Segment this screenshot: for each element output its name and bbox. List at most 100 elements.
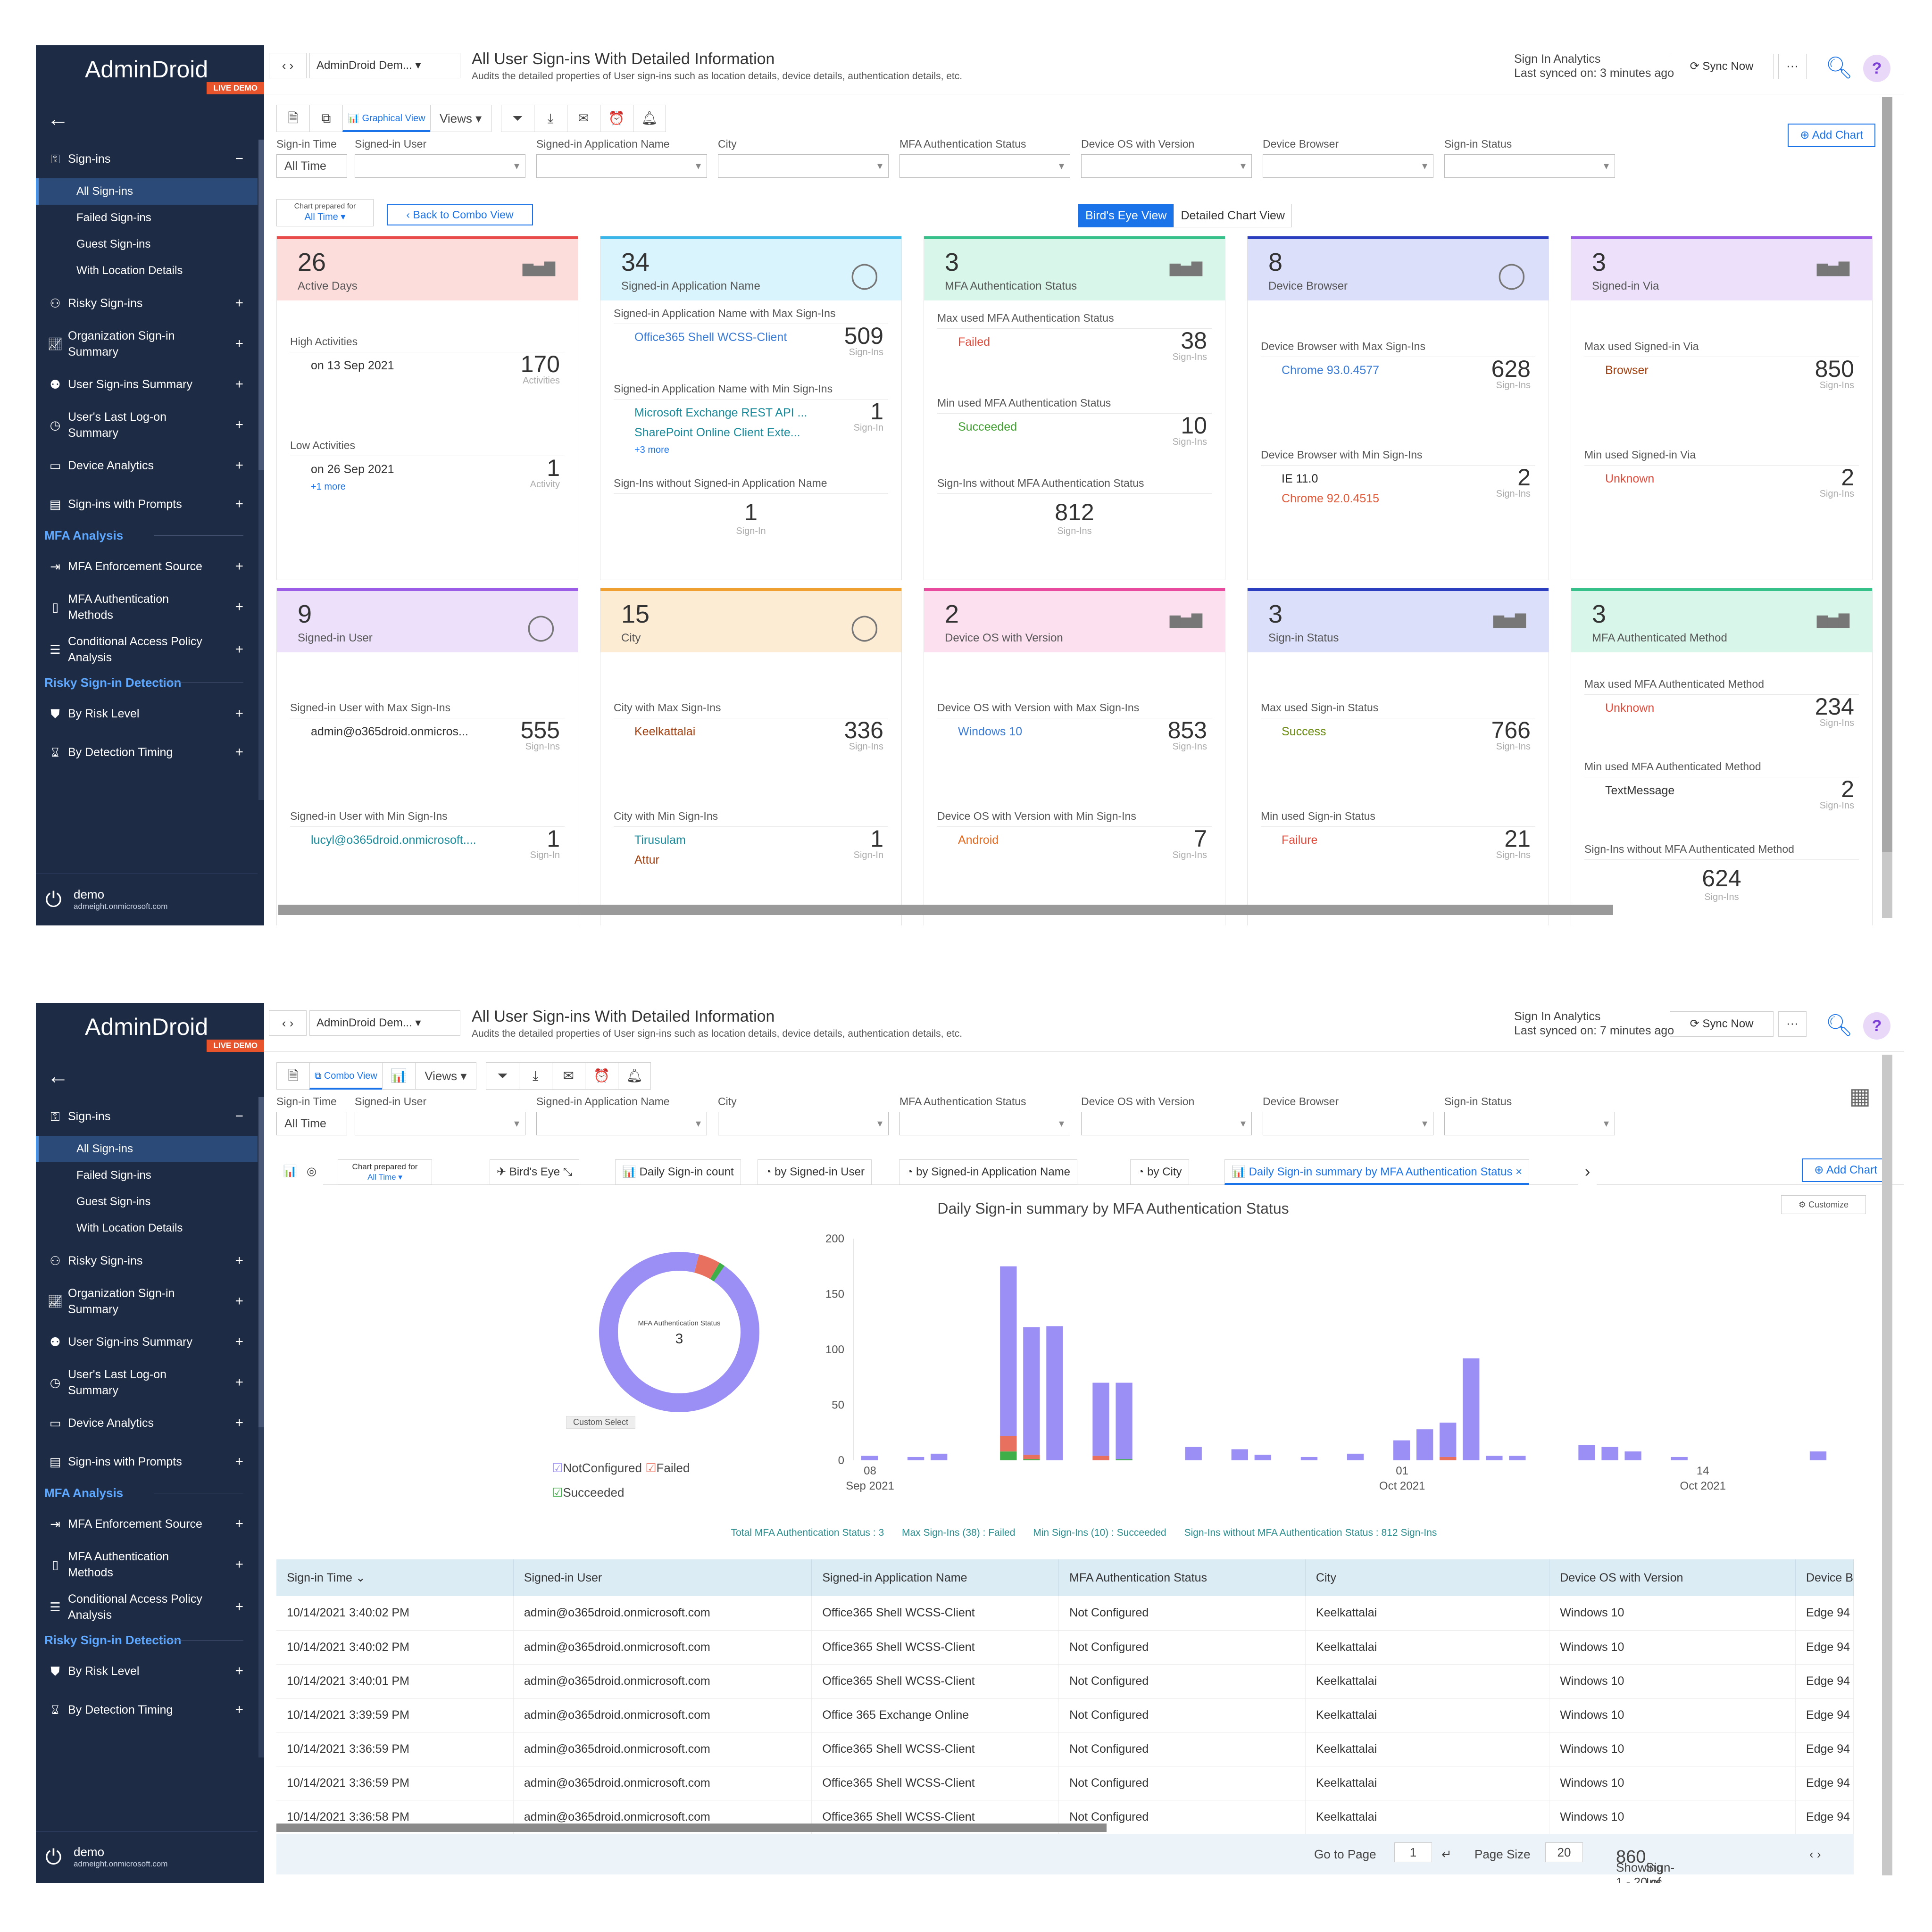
legend-notconfigured[interactable]: ☑NotConfigured: [552, 1461, 642, 1475]
filter-select[interactable]: [355, 1112, 525, 1135]
bar-notconfigured[interactable]: [1671, 1457, 1688, 1460]
filter-select[interactable]: [899, 1112, 1070, 1135]
stat-name[interactable]: Chrome 93.0.4577: [1282, 364, 1380, 377]
filter-signed-in-user[interactable]: Signed-in User: [355, 138, 525, 178]
expand-icon[interactable]: +: [235, 1334, 243, 1349]
tab-by-city[interactable]: ◔ by City: [1130, 1159, 1189, 1185]
stat-name[interactable]: Browser: [1605, 364, 1649, 377]
stat-name[interactable]: admin@o365droid.onmicros...: [311, 725, 468, 738]
stat-name[interactable]: Microsoft Exchange REST API ...: [634, 406, 808, 419]
filter-select[interactable]: [355, 154, 525, 178]
sidebar-scroll-thumb[interactable]: [258, 1097, 264, 1427]
signin-time-filter[interactable]: Sign-in Time All Time: [276, 138, 347, 178]
legend-failed[interactable]: ☑Failed: [645, 1461, 690, 1475]
combo-view-tab[interactable]: ⧉ Combo View: [309, 1062, 382, 1090]
expand-icon[interactable]: +: [235, 641, 243, 657]
help-icon[interactable]: ?: [1863, 1012, 1890, 1040]
tab-by-signed-in-user[interactable]: ◔ by Signed-in User: [758, 1159, 872, 1185]
bar-notconfigured[interactable]: [931, 1453, 948, 1460]
filter-select[interactable]: [718, 154, 889, 178]
bar-icon[interactable]: ▆▅▇: [1169, 612, 1202, 628]
bar-notconfigured[interactable]: [1023, 1327, 1040, 1455]
signin-time-value[interactable]: All Time: [276, 1112, 347, 1135]
sidebar-item-by-detection-timing[interactable]: ⌛︎ By Detection Timing +: [36, 1690, 258, 1729]
filter-mfa-authentication-status[interactable]: MFA Authentication Status: [899, 138, 1070, 178]
filter-mfa-authentication-status[interactable]: MFA Authentication Status: [899, 1095, 1070, 1135]
sidebar-item-guest-sign-ins[interactable]: Guest Sign-ins: [76, 1195, 151, 1208]
column-header-3[interactable]: MFA Authentication Status: [1058, 1559, 1306, 1596]
bar-failed[interactable]: [1092, 1456, 1109, 1460]
filter-signed-in-application-name[interactable]: Signed-in Application Name: [536, 138, 707, 178]
expand-icon[interactable]: +: [235, 458, 243, 473]
column-header-1[interactable]: Signed-in User: [513, 1559, 812, 1596]
sidebar-item-by-detection-timing[interactable]: ⌛︎ By Detection Timing +: [36, 733, 258, 772]
sidebar-item-failed-sign-ins[interactable]: Failed Sign-ins: [76, 1169, 151, 1182]
summary-card-sign-in-status[interactable]: 3 Sign-in Status ▆▅▇ Max used Sign-in Statu…: [1247, 588, 1549, 925]
summary-card-mfa-authentication-status[interactable]: 3 MFA Authentication Status ▆▅▇ Max used MF…: [924, 236, 1225, 580]
bar-notconfigured[interactable]: [1185, 1447, 1202, 1460]
bar-notconfigured[interactable]: [1393, 1440, 1410, 1460]
summary-card-active-days[interactable]: 26 Active Days ▆▅▇ High Activities on 13 Sep…: [276, 236, 578, 580]
bar-notconfigured[interactable]: [1601, 1447, 1618, 1460]
download-icon[interactable]: ⤓: [533, 105, 567, 132]
tabs-next-icon[interactable]: ›: [1578, 1159, 1597, 1185]
expand-icon[interactable]: +: [235, 1415, 243, 1431]
tab-birds-eye[interactable]: ✈ Bird's Eye ⤡: [490, 1159, 579, 1185]
filter-device-os-with-version[interactable]: Device OS with Version: [1081, 1095, 1252, 1135]
legend-succeeded[interactable]: ☑Succeeded: [552, 1485, 625, 1499]
power-icon[interactable]: ⏻: [45, 888, 62, 911]
stat-name[interactable]: Success: [1282, 725, 1326, 738]
mail-icon[interactable]: ✉: [551, 1062, 585, 1090]
goto-arrow-icon[interactable]: ↵: [1441, 1847, 1452, 1861]
bar-notconfigured[interactable]: [1486, 1456, 1503, 1460]
column-header-2[interactable]: Signed-in Application Name: [811, 1559, 1059, 1596]
signin-time-filter[interactable]: Sign-in Time All Time: [276, 1095, 347, 1135]
bar-notconfigured[interactable]: [1116, 1382, 1133, 1459]
expand-icon[interactable]: +: [235, 336, 243, 351]
stat-name[interactable]: SharePoint Online Client Exte...: [634, 426, 800, 439]
sidebar-item-all-sign-ins[interactable]: All Sign-ins: [36, 178, 258, 205]
expand-icon[interactable]: +: [235, 417, 243, 433]
bar-notconfigured[interactable]: [1254, 1455, 1272, 1460]
expand-icon[interactable]: +: [235, 706, 243, 721]
stat-name[interactable]: on 13 Sep 2021: [311, 359, 394, 372]
filter-city[interactable]: City: [718, 1095, 889, 1135]
tenant-select[interactable]: AdminDroid Dem... ▾: [309, 1010, 460, 1036]
stat-name[interactable]: Unknown: [1605, 701, 1655, 715]
column-header-6[interactable]: Device B: [1795, 1559, 1854, 1596]
donut-icon[interactable]: ◯: [850, 613, 879, 641]
bar-notconfigured[interactable]: [861, 1456, 878, 1460]
bar-notconfigured[interactable]: [1347, 1453, 1364, 1460]
donut-icon[interactable]: ◯: [526, 613, 555, 641]
sidebar-item-sign-ins[interactable]: ⚿ Sign-ins −: [36, 1097, 258, 1136]
donut-slice-failed[interactable]: [694, 1254, 720, 1279]
sidebar-item-sign-ins-with-prompts[interactable]: ▤ Sign-ins with Prompts +: [36, 485, 258, 524]
expand-icon[interactable]: +: [235, 744, 243, 760]
table-row[interactable]: 10/14/2021 3:40:02 PM admin@o365droid.onm…: [276, 1596, 1854, 1631]
sidebar-item-mfa-enforcement-source[interactable]: ⇥ MFA Enforcement Source +: [36, 1505, 258, 1543]
sidebar-item-mfa-enforcement-source[interactable]: ⇥ MFA Enforcement Source +: [36, 547, 258, 586]
expand-icon[interactable]: +: [235, 1557, 243, 1572]
nav-arrows[interactable]: ‹ ›: [269, 53, 307, 78]
summary-card-signed-in-user[interactable]: 9 Signed-in User ◯ Signed-in User with Max …: [276, 588, 578, 925]
sidebar-item-organization-sign-in-summary[interactable]: 📈︎ Organization Sign-in Summary +: [36, 323, 258, 365]
filter-signed-in-user[interactable]: Signed-in User: [355, 1095, 525, 1135]
chart-type-icon[interactable]: ◎: [300, 1159, 323, 1185]
stat-name[interactable]: Windows 10: [958, 725, 1023, 738]
filter-select[interactable]: [536, 154, 707, 178]
sidebar-item-device-analytics[interactable]: ▭ Device Analytics +: [36, 1404, 258, 1442]
views-dropdown[interactable]: Views ▾: [430, 105, 491, 132]
bar-failed[interactable]: [1000, 1436, 1017, 1452]
filter-select[interactable]: [536, 1112, 707, 1135]
more-button[interactable]: ···: [1778, 54, 1807, 79]
expand-icon[interactable]: +: [235, 1702, 243, 1717]
search-icon[interactable]: 🔍︎: [1825, 1013, 1853, 1037]
stat-name[interactable]: Attur: [634, 853, 659, 866]
sidebar-item-organization-sign-in-summary[interactable]: 📈︎ Organization Sign-in Summary +: [36, 1280, 258, 1323]
back-arrow-icon[interactable]: ←: [47, 1064, 69, 1088]
bar-notconfigured[interactable]: [1440, 1423, 1457, 1457]
donut-slice-succeeded[interactable]: [710, 1263, 724, 1282]
alert-icon[interactable]: 🔔︎: [633, 105, 666, 132]
table-row[interactable]: 10/14/2021 3:40:02 PM admin@o365droid.onm…: [276, 1630, 1854, 1665]
layout-settings-icon[interactable]: ▦: [1849, 1084, 1871, 1109]
